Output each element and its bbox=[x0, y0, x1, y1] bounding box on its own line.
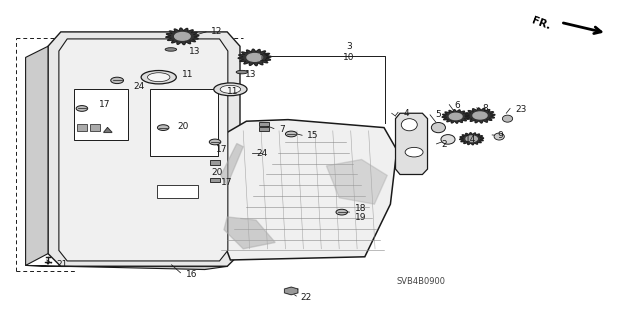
Text: 20: 20 bbox=[211, 168, 223, 177]
Circle shape bbox=[111, 77, 124, 84]
Text: 12: 12 bbox=[211, 27, 223, 36]
Text: 11: 11 bbox=[227, 87, 239, 96]
Circle shape bbox=[336, 209, 348, 215]
Ellipse shape bbox=[141, 70, 177, 84]
Polygon shape bbox=[221, 144, 243, 185]
Polygon shape bbox=[26, 46, 48, 265]
Ellipse shape bbox=[502, 115, 513, 122]
Text: 11: 11 bbox=[182, 70, 194, 78]
Text: 18: 18 bbox=[355, 204, 366, 213]
Polygon shape bbox=[224, 217, 275, 249]
Polygon shape bbox=[238, 49, 271, 66]
Polygon shape bbox=[59, 39, 228, 261]
Circle shape bbox=[76, 106, 88, 111]
Polygon shape bbox=[26, 265, 227, 270]
Circle shape bbox=[285, 131, 297, 137]
Text: 24: 24 bbox=[133, 82, 145, 91]
Text: 9: 9 bbox=[497, 131, 503, 140]
Polygon shape bbox=[157, 185, 198, 198]
Polygon shape bbox=[104, 128, 112, 132]
Polygon shape bbox=[47, 262, 49, 264]
Text: 22: 22 bbox=[301, 293, 312, 302]
Text: 12: 12 bbox=[259, 54, 271, 63]
Text: 17: 17 bbox=[99, 100, 111, 109]
Ellipse shape bbox=[494, 133, 504, 140]
Text: 24: 24 bbox=[256, 149, 268, 158]
Polygon shape bbox=[150, 89, 218, 156]
Text: 20: 20 bbox=[177, 122, 189, 130]
Text: 14: 14 bbox=[465, 135, 476, 144]
Polygon shape bbox=[465, 108, 495, 123]
Circle shape bbox=[209, 139, 221, 145]
Ellipse shape bbox=[214, 83, 247, 96]
Polygon shape bbox=[214, 120, 397, 260]
Polygon shape bbox=[48, 32, 240, 266]
Text: SVB4B0900: SVB4B0900 bbox=[397, 277, 446, 286]
Ellipse shape bbox=[401, 119, 417, 131]
Ellipse shape bbox=[236, 70, 248, 74]
Circle shape bbox=[175, 33, 190, 40]
Text: 7: 7 bbox=[280, 125, 285, 134]
Bar bbox=[210, 160, 220, 165]
Text: 17: 17 bbox=[216, 145, 228, 154]
Text: 17: 17 bbox=[221, 178, 232, 187]
Bar bbox=[77, 124, 87, 131]
Text: 15: 15 bbox=[307, 131, 319, 140]
Text: 13: 13 bbox=[245, 70, 257, 78]
Bar bbox=[90, 124, 100, 131]
Ellipse shape bbox=[148, 73, 170, 82]
Polygon shape bbox=[74, 89, 128, 140]
Circle shape bbox=[449, 113, 462, 120]
Ellipse shape bbox=[441, 135, 455, 144]
Polygon shape bbox=[166, 28, 199, 45]
Ellipse shape bbox=[165, 48, 177, 51]
Text: 2: 2 bbox=[442, 140, 447, 149]
Polygon shape bbox=[396, 113, 428, 174]
Polygon shape bbox=[285, 287, 298, 295]
Bar bbox=[259, 122, 269, 126]
Polygon shape bbox=[442, 110, 469, 123]
Text: 21: 21 bbox=[56, 260, 68, 269]
Circle shape bbox=[247, 54, 262, 61]
Text: 5: 5 bbox=[435, 110, 441, 119]
Polygon shape bbox=[460, 133, 484, 145]
Bar bbox=[210, 178, 220, 182]
Bar bbox=[259, 127, 269, 131]
Text: 3: 3 bbox=[346, 42, 351, 51]
Polygon shape bbox=[326, 160, 387, 204]
Text: 8: 8 bbox=[482, 104, 488, 113]
Text: 23: 23 bbox=[515, 105, 527, 114]
Circle shape bbox=[157, 125, 169, 130]
Text: 10: 10 bbox=[343, 53, 355, 62]
Text: 4: 4 bbox=[403, 109, 409, 118]
Circle shape bbox=[473, 112, 487, 119]
Ellipse shape bbox=[431, 122, 445, 133]
Text: 19: 19 bbox=[355, 213, 366, 222]
Text: 16: 16 bbox=[186, 270, 197, 279]
Ellipse shape bbox=[405, 147, 423, 157]
Text: FR.: FR. bbox=[530, 16, 552, 32]
Text: 13: 13 bbox=[189, 47, 200, 56]
Text: 6: 6 bbox=[454, 101, 460, 110]
Ellipse shape bbox=[220, 85, 241, 93]
Circle shape bbox=[466, 136, 477, 142]
